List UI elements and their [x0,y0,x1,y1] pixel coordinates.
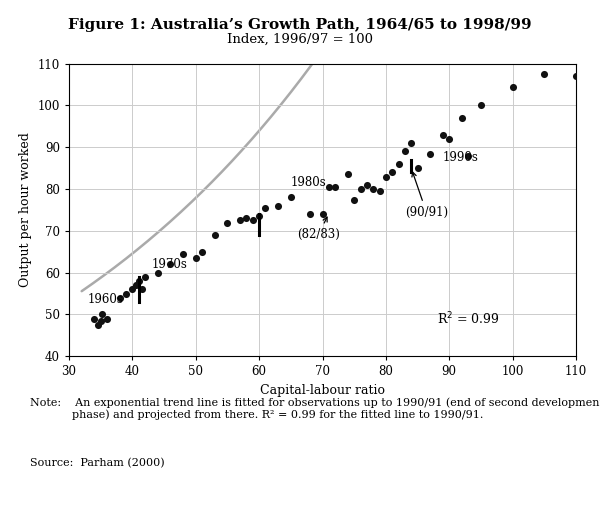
Point [137,286,146,294]
Text: Note:    An exponential trend line is fitted for observations up to 1990/91 (end: Note: An exponential trend line is fitte… [30,397,600,408]
Point [476,101,486,109]
Point [362,181,371,189]
Point [260,204,270,212]
Point [457,114,467,122]
Point [406,139,416,147]
X-axis label: Capital-labour ratio: Capital-labour ratio [260,384,385,397]
Point [121,290,131,298]
Point [571,72,581,80]
Point [356,185,365,193]
Point [191,254,200,262]
Point [539,70,549,78]
Point [197,248,207,256]
Text: phase) and projected from there. R² = 0.99 for the fitted line to 1990/91.: phase) and projected from there. R² = 0.… [30,410,484,420]
Point [223,218,232,227]
Point [242,214,251,222]
Point [274,202,283,210]
Text: 1970s: 1970s [151,258,187,271]
Point [102,315,112,323]
Point [343,171,353,179]
Point [93,321,103,329]
Y-axis label: Output per hour worked: Output per hour worked [19,132,32,288]
Point [254,212,264,220]
Point [445,135,454,143]
Point [286,193,296,202]
Point [210,231,220,239]
Point [140,273,150,281]
Point [235,216,245,224]
Text: (82/83): (82/83) [297,217,340,241]
Point [128,286,137,294]
Text: 1990s: 1990s [443,151,479,164]
Point [425,150,435,158]
Point [388,168,397,177]
Point [375,187,385,195]
Point [438,131,448,139]
Point [331,183,340,191]
Text: 1980s: 1980s [291,176,326,189]
Point [394,160,403,168]
Point [96,317,106,325]
Point [349,195,359,204]
Point [248,216,257,224]
Point [89,315,99,323]
Point [134,277,143,285]
Point [508,82,517,91]
Text: 1960s: 1960s [88,293,124,306]
Point [318,210,328,218]
Text: (90/91): (90/91) [405,172,448,219]
Point [413,164,422,172]
Point [368,185,378,193]
Point [400,148,410,156]
Point [166,260,175,268]
Point [324,183,334,191]
Point [131,281,140,289]
Point [97,310,107,319]
Point [178,250,188,258]
Text: R$^2$ = 0.99: R$^2$ = 0.99 [437,310,499,327]
Point [305,210,314,218]
Point [153,269,163,277]
Text: Source:  Parham (2000): Source: Parham (2000) [30,458,164,468]
Text: Figure 1: Australia’s Growth Path, 1964/65 to 1998/99: Figure 1: Australia’s Growth Path, 1964/… [68,18,532,32]
Point [115,294,125,302]
Point [381,173,391,181]
Point [463,152,473,160]
Text: Index, 1996/97 = 100: Index, 1996/97 = 100 [227,33,373,46]
